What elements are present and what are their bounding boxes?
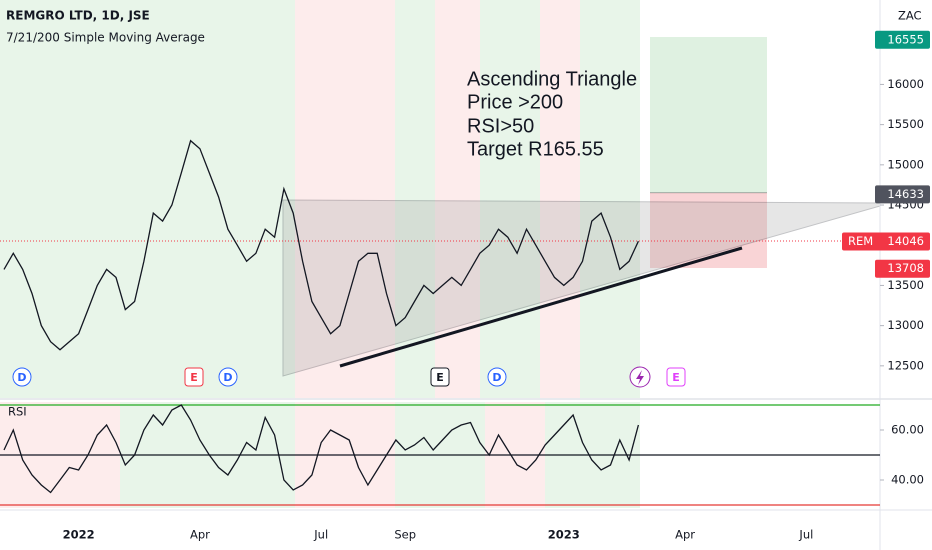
stop-zone xyxy=(650,193,767,268)
price-tag-label: 14046 xyxy=(887,234,924,248)
y-tick-label: 15500 xyxy=(887,117,924,131)
y-tick-label: 12500 xyxy=(887,358,924,372)
price-tag xyxy=(842,232,930,251)
rsi-title: RSI xyxy=(8,405,27,419)
price-tag-name: REM xyxy=(848,234,873,248)
annotation: Target R165.55 xyxy=(467,138,604,160)
event-badge[interactable]: E xyxy=(672,371,680,384)
price-tag xyxy=(875,259,930,278)
price-tag-label: 13708 xyxy=(887,261,924,275)
annotation: Price >200 xyxy=(467,91,563,113)
y-tick-label: 40.00 xyxy=(891,473,924,487)
x-tick-label: 2023 xyxy=(548,528,580,542)
price-tag-label: 14633 xyxy=(887,187,924,201)
x-tick-label: Apr xyxy=(190,528,210,542)
event-badge[interactable]: D xyxy=(492,371,501,384)
price-tag xyxy=(875,185,930,204)
event-badge[interactable]: E xyxy=(436,371,444,384)
x-tick-label: Sep xyxy=(394,528,416,542)
chart-title: REMGRO LTD, 1D, JSE xyxy=(6,9,150,23)
support-line xyxy=(339,246,743,368)
y-tick-label: 60.00 xyxy=(891,423,924,437)
price-tag xyxy=(875,30,930,49)
event-badge[interactable]: E xyxy=(190,371,198,384)
annotation: Ascending Triangle xyxy=(467,68,637,90)
event-badge[interactable]: D xyxy=(17,371,26,384)
target-zone xyxy=(650,37,767,193)
y-tick-label: 13500 xyxy=(887,278,924,292)
price-line xyxy=(3,404,640,494)
y-tick-label: 13000 xyxy=(887,318,924,332)
annotation: RSI>50 xyxy=(467,115,534,137)
y-tick-label: 15000 xyxy=(887,157,924,171)
indicator-subtitle: 7/21/200 Simple Moving Average xyxy=(6,31,205,45)
price-tag-label: 16555 xyxy=(887,32,924,46)
y-tick-label: 16000 xyxy=(887,77,924,91)
x-tick-label: Jul xyxy=(798,528,813,542)
x-tick-label: Jul xyxy=(313,528,328,542)
event-badges: D E D E D E xyxy=(12,366,686,388)
event-badge[interactable]: D xyxy=(223,371,232,384)
currency: ZAC xyxy=(898,9,922,23)
x-tick-label: 2022 xyxy=(63,528,95,542)
price-line xyxy=(3,139,639,351)
x-tick-label: Apr xyxy=(675,528,695,542)
